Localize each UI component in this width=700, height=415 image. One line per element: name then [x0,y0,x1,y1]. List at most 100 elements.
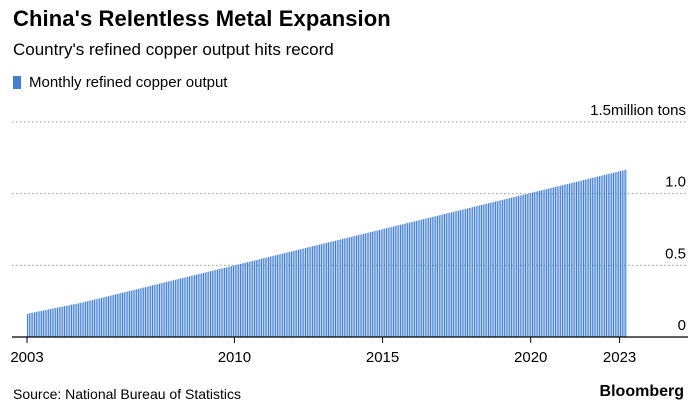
bar [542,189,544,337]
bar [472,207,474,337]
bar [385,228,388,337]
bar [97,298,99,337]
bar [166,281,168,337]
bloomberg-logo: Bloomberg [599,383,684,400]
bar [591,177,593,337]
bar [42,310,44,337]
bar [343,238,345,337]
bar [461,209,463,337]
bar [431,217,433,337]
bar [517,195,519,337]
bar [621,170,623,337]
bar [473,206,476,337]
bar [433,216,435,337]
bar [577,181,579,337]
bar [255,260,257,337]
bar [195,274,197,337]
bar [46,309,48,337]
bar [127,291,129,337]
bar [86,301,88,337]
bar [236,264,238,337]
bar [419,220,421,337]
bar [268,257,270,337]
bar [331,241,333,337]
bar [595,177,597,337]
bar [405,223,407,337]
bar [618,171,620,337]
bar [160,283,162,337]
bar [81,302,83,337]
bar [384,228,386,337]
bar [403,223,405,337]
legend-label: Monthly refined copper output [29,74,228,91]
bar [197,274,199,337]
bar [581,180,583,337]
bar [113,294,115,337]
bar [407,223,409,337]
bar [496,201,498,337]
bar [347,237,349,337]
bar [315,245,317,337]
bar [39,311,41,337]
bar [392,226,395,337]
bar [136,289,138,337]
bar [336,240,338,337]
bar [366,232,368,337]
bar [417,220,419,337]
bar [130,290,132,337]
bar [361,234,363,337]
bar [155,284,157,337]
bar [30,312,32,337]
x-tick-label: 2020 [514,349,547,366]
bar [524,194,527,337]
bar [590,178,592,337]
bar [250,261,252,337]
bar [83,302,85,337]
bar [389,227,391,337]
bar [424,218,426,337]
bar [167,281,169,337]
bar [567,183,569,337]
bar [60,306,62,337]
bar [63,306,66,337]
bar [134,289,136,337]
bar [565,184,567,337]
x-tick-label: 2023 [603,349,636,366]
bar [377,230,379,337]
bar [164,282,166,337]
bar [338,239,340,337]
bar [178,278,180,337]
bar [317,244,319,337]
bar [217,269,219,337]
bar [363,233,365,337]
bar [523,194,525,337]
bar [122,292,124,337]
bar [280,254,282,337]
bar [55,308,57,337]
bar [495,201,497,337]
bar [480,204,483,337]
bar [438,215,440,337]
bar [396,225,398,337]
bar [248,261,250,337]
bar [173,280,175,337]
bar [415,220,417,337]
bar [334,240,337,337]
bar [116,294,118,337]
bar [570,183,572,337]
bar [535,191,537,337]
bar [56,307,58,337]
bar [246,262,249,337]
bar [92,300,94,337]
bar [329,241,331,337]
x-tick-label: 2003 [10,349,43,366]
bar [435,216,437,337]
bar [554,186,556,337]
bar [282,253,284,337]
bar [199,273,201,337]
bar [49,309,51,337]
bar [78,303,80,337]
bar [605,174,607,337]
bar [375,230,377,337]
bar [259,259,261,337]
